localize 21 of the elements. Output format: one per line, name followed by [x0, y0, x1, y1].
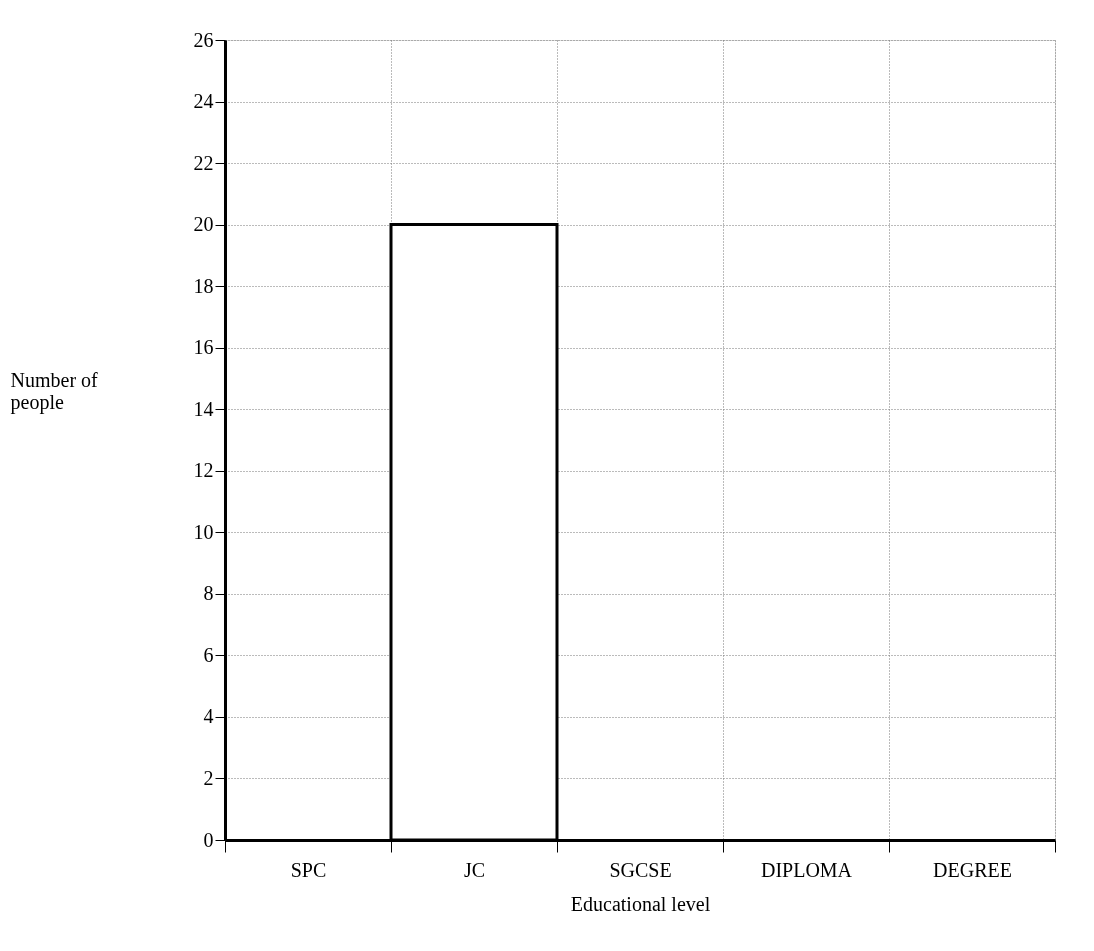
- y-tick-label: 8: [203, 582, 214, 605]
- x-tick-label: SGCSE: [609, 858, 672, 881]
- x-axis-title: Educational level: [570, 892, 711, 915]
- y-tick-label: 18: [193, 274, 214, 297]
- x-tick-label: JC: [463, 858, 486, 881]
- y-tick-label: 6: [203, 643, 214, 666]
- y-tick-label: 24: [193, 90, 214, 113]
- x-tick-label: SPC: [290, 858, 327, 881]
- y-tick-label: 12: [193, 459, 214, 482]
- y-tick-label: 20: [193, 213, 214, 236]
- x-tick-label: DIPLOMA: [760, 858, 853, 881]
- y-tick-label: 14: [193, 397, 214, 420]
- y-tick-label: 2: [203, 766, 214, 789]
- y-tick-label: 26: [193, 28, 214, 51]
- x-tick-label: DEGREE: [933, 858, 1012, 881]
- y-axis-title: Number of people: [10, 368, 99, 414]
- y-tick-label: 0: [203, 828, 214, 851]
- y-tick-label: 10: [193, 520, 214, 543]
- y-tick-label: 4: [203, 705, 214, 728]
- y-tick-label: 22: [193, 151, 214, 174]
- y-tick-label: 16: [193, 336, 214, 359]
